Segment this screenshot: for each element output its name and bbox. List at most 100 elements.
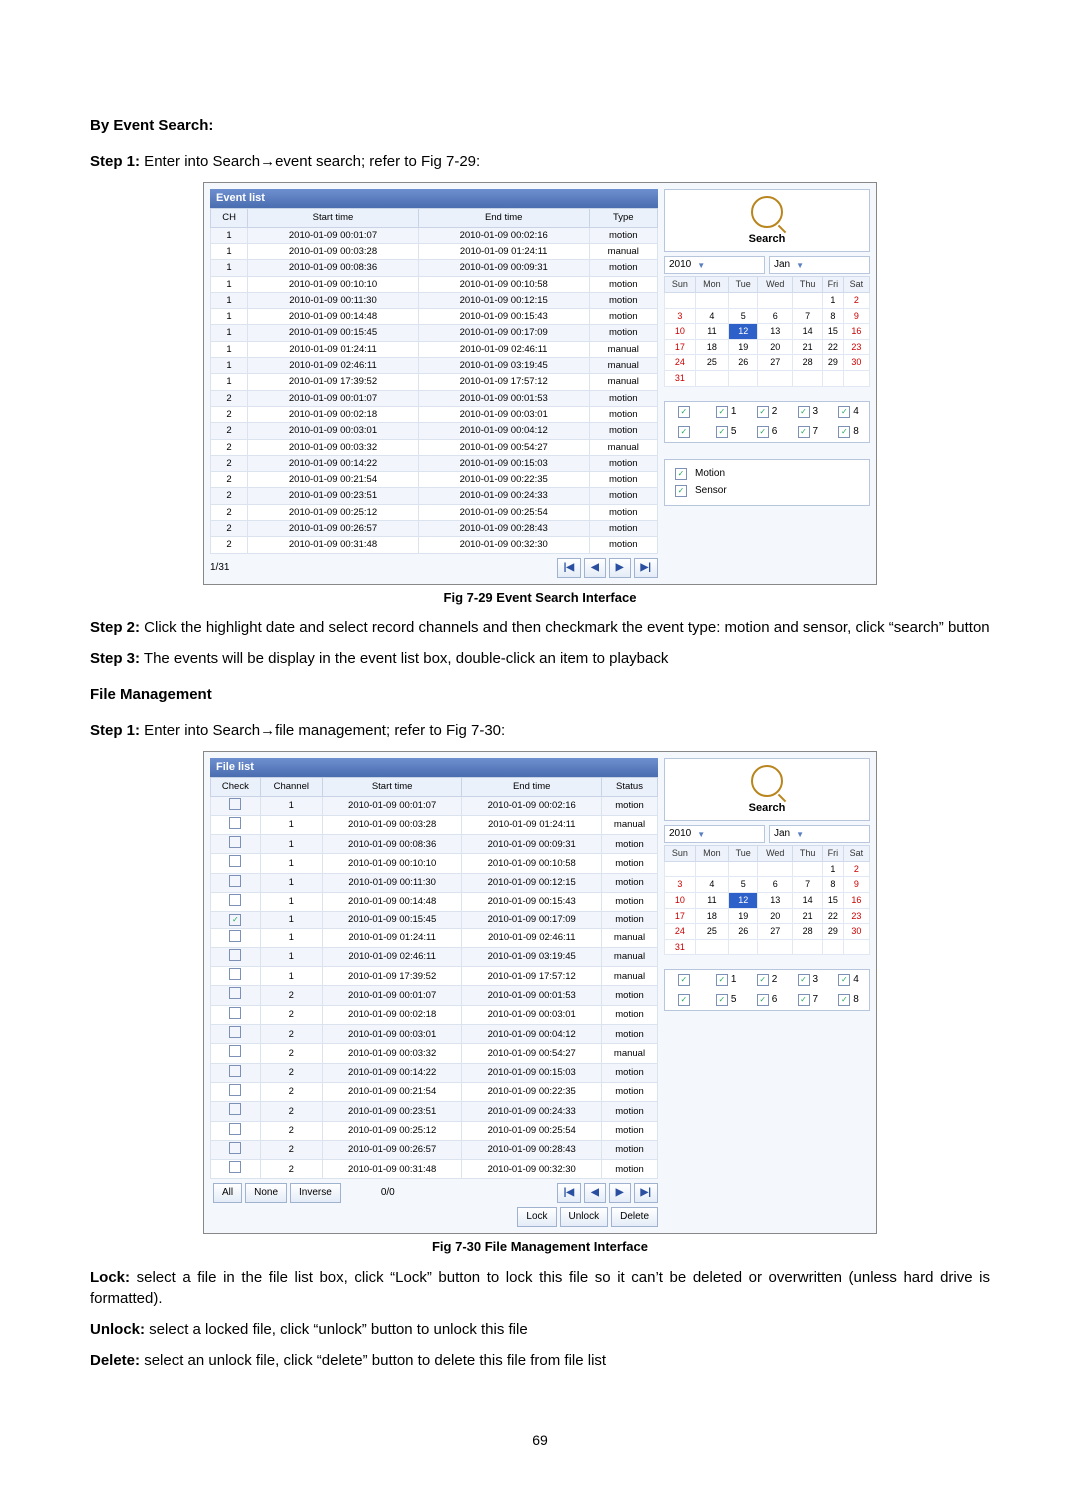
table-row[interactable]: 22010-01-09 00:03:012010-01-09 00:04:12m… [211, 1025, 658, 1044]
select-inverse-button[interactable]: Inverse [290, 1183, 341, 1203]
table-row[interactable]: 22010-01-09 00:02:182010-01-09 00:03:01m… [211, 406, 658, 422]
calendar-day[interactable]: 13 [758, 324, 793, 340]
calendar-day[interactable]: 31 [665, 939, 696, 955]
row-checkbox[interactable] [229, 875, 241, 887]
calendar-day[interactable]: 25 [695, 355, 728, 371]
channel-checkbox[interactable]: ✓ [716, 994, 728, 1006]
table-row[interactable]: 22010-01-09 00:31:482010-01-09 00:32:30m… [211, 1160, 658, 1179]
delete-button[interactable]: Delete [611, 1207, 658, 1227]
row-checkbox[interactable] [229, 798, 241, 810]
table-row[interactable]: 22010-01-09 00:03:322010-01-09 00:54:27m… [211, 439, 658, 455]
table-row[interactable]: 12010-01-09 00:11:302010-01-09 00:12:15m… [211, 873, 658, 892]
channel-checkbox[interactable]: ✓ [757, 426, 769, 438]
calendar-day[interactable]: 20 [758, 908, 793, 924]
calendar-day[interactable]: 22 [823, 908, 844, 924]
calendar-day[interactable]: 11 [695, 892, 728, 908]
calendar-day[interactable]: 9 [843, 877, 869, 893]
calendar-day[interactable]: 11 [695, 324, 728, 340]
row-checkbox[interactable] [229, 894, 241, 906]
row-checkbox[interactable] [229, 817, 241, 829]
table-row[interactable]: 12010-01-09 17:39:522010-01-09 17:57:12m… [211, 374, 658, 390]
row-checkbox[interactable] [229, 855, 241, 867]
sensor-checkbox[interactable]: ✓ [675, 485, 687, 497]
calendar-day[interactable]: 25 [695, 924, 728, 940]
calendar-day[interactable]: 8 [823, 877, 844, 893]
channel-checkbox[interactable]: ✓ [838, 994, 850, 1006]
table-row[interactable]: ✓12010-01-09 00:15:452010-01-09 00:17:09… [211, 912, 658, 928]
calendar-day[interactable]: 18 [695, 339, 728, 355]
calendar-day[interactable]: 7 [793, 308, 823, 324]
table-row[interactable]: 22010-01-09 00:21:542010-01-09 00:22:35m… [211, 472, 658, 488]
channel-checkbox[interactable]: ✓ [838, 426, 850, 438]
calendar-day[interactable]: 2 [843, 292, 869, 308]
table-row[interactable]: 12010-01-09 00:01:072010-01-09 00:02:16m… [211, 796, 658, 815]
calendar-day[interactable]: 7 [793, 877, 823, 893]
table-row[interactable]: 12010-01-09 00:14:482010-01-09 00:15:43m… [211, 309, 658, 325]
calendar-day[interactable]: 18 [695, 908, 728, 924]
table-row[interactable]: 22010-01-09 00:25:122010-01-09 00:25:54m… [211, 1121, 658, 1140]
channel-checkbox[interactable]: ✓ [798, 406, 810, 418]
row-checkbox[interactable] [229, 836, 241, 848]
calendar-day[interactable]: 5 [729, 308, 758, 324]
table-row[interactable]: 22010-01-09 00:21:542010-01-09 00:22:35m… [211, 1082, 658, 1101]
calendar-day[interactable]: 15 [823, 892, 844, 908]
table-row[interactable]: 12010-01-09 00:10:102010-01-09 00:10:58m… [211, 854, 658, 873]
table-row[interactable]: 12010-01-09 00:15:452010-01-09 00:17:09m… [211, 325, 658, 341]
calendar-day[interactable]: 12 [729, 892, 758, 908]
table-row[interactable]: 22010-01-09 00:31:482010-01-09 00:32:30m… [211, 537, 658, 553]
table-row[interactable]: 22010-01-09 00:03:322010-01-09 00:54:27m… [211, 1044, 658, 1063]
calendar-day[interactable]: 4 [695, 877, 728, 893]
row-checkbox[interactable] [229, 1065, 241, 1077]
row-checkbox[interactable] [229, 968, 241, 980]
calendar-day[interactable]: 23 [843, 908, 869, 924]
row-checkbox[interactable] [229, 1161, 241, 1173]
calendar-day[interactable]: 24 [665, 924, 696, 940]
row-checkbox[interactable]: ✓ [229, 914, 241, 926]
calendar-day[interactable]: 29 [823, 355, 844, 371]
last-page-button[interactable]: ▶| [634, 558, 659, 578]
row-checkbox[interactable] [229, 1103, 241, 1115]
channel-checkbox[interactable]: ✓ [678, 426, 690, 438]
row-checkbox[interactable] [229, 1007, 241, 1019]
calendar-day[interactable]: 17 [665, 908, 696, 924]
calendar-day[interactable]: 26 [729, 924, 758, 940]
table-row[interactable]: 22010-01-09 00:03:012010-01-09 00:04:12m… [211, 423, 658, 439]
calendar-day[interactable]: 22 [823, 339, 844, 355]
channel-checkbox[interactable]: ✓ [678, 406, 690, 418]
table-row[interactable]: 22010-01-09 00:02:182010-01-09 00:03:01m… [211, 1005, 658, 1024]
calendar-day[interactable]: 6 [758, 308, 793, 324]
calendar-day[interactable]: 20 [758, 339, 793, 355]
calendar-day[interactable]: 21 [793, 908, 823, 924]
calendar-day[interactable]: 5 [729, 877, 758, 893]
table-row[interactable]: 12010-01-09 00:03:282010-01-09 01:24:11m… [211, 815, 658, 834]
table-row[interactable]: 22010-01-09 00:26:572010-01-09 00:28:43m… [211, 521, 658, 537]
table-row[interactable]: 12010-01-09 17:39:522010-01-09 17:57:12m… [211, 967, 658, 986]
channel-checkbox[interactable]: ✓ [757, 994, 769, 1006]
row-checkbox[interactable] [229, 949, 241, 961]
year-select[interactable]: 2010▼ [664, 825, 765, 843]
calendar-day[interactable]: 10 [665, 324, 696, 340]
channel-checkbox[interactable]: ✓ [838, 406, 850, 418]
calendar-day[interactable]: 24 [665, 355, 696, 371]
calendar-day[interactable]: 1 [823, 292, 844, 308]
prev-page-button[interactable]: ◀ [584, 1183, 606, 1203]
calendar-day[interactable]: 2 [843, 861, 869, 877]
row-checkbox[interactable] [229, 930, 241, 942]
table-row[interactable]: 12010-01-09 01:24:112010-01-09 02:46:11m… [211, 928, 658, 947]
next-page-button[interactable]: ▶ [609, 1183, 631, 1203]
search-button[interactable]: Search [664, 189, 870, 252]
table-row[interactable]: 12010-01-09 01:24:112010-01-09 02:46:11m… [211, 341, 658, 357]
channel-checkbox[interactable]: ✓ [838, 974, 850, 986]
table-row[interactable]: 12010-01-09 00:01:072010-01-09 00:02:16m… [211, 227, 658, 243]
calendar-day[interactable]: 27 [758, 924, 793, 940]
calendar-day[interactable]: 17 [665, 339, 696, 355]
calendar-day[interactable]: 30 [843, 924, 869, 940]
calendar-day[interactable]: 8 [823, 308, 844, 324]
table-row[interactable]: 12010-01-09 00:08:362010-01-09 00:09:31m… [211, 835, 658, 854]
calendar-day[interactable]: 30 [843, 355, 869, 371]
calendar-day[interactable]: 26 [729, 355, 758, 371]
first-page-button[interactable]: |◀ [557, 558, 582, 578]
table-row[interactable]: 12010-01-09 00:03:282010-01-09 01:24:11m… [211, 243, 658, 259]
table-row[interactable]: 12010-01-09 00:10:102010-01-09 00:10:58m… [211, 276, 658, 292]
calendar-day[interactable]: 19 [729, 908, 758, 924]
